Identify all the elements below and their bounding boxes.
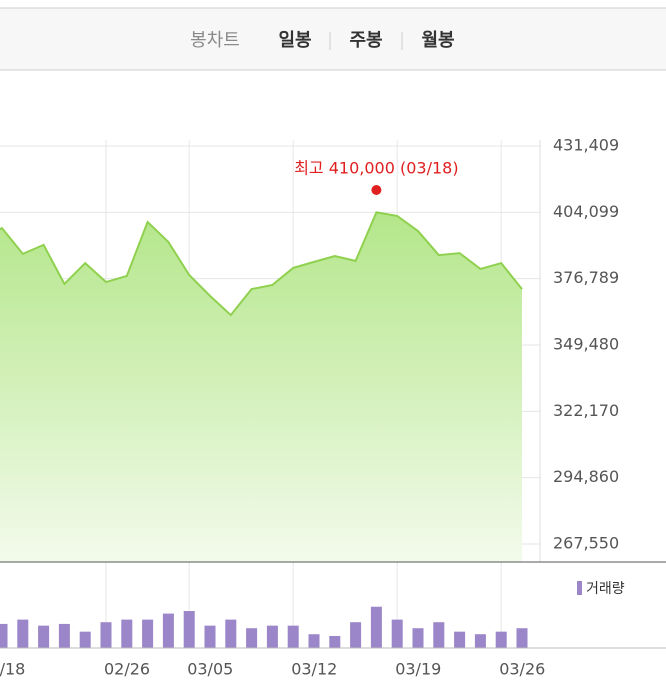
volume-bar	[38, 625, 50, 648]
price-line	[0, 211, 523, 317]
tab[interactable]: 봉차트	[190, 30, 240, 51]
volume-bar	[350, 622, 362, 648]
y-tick-label: 431,409	[553, 136, 619, 155]
y-tick-label: 294,860	[553, 467, 619, 486]
volume-bar	[370, 606, 382, 648]
y-tick-label: 376,789	[553, 268, 619, 287]
volume-bar	[204, 625, 216, 648]
volume-bar	[391, 619, 403, 648]
volume-bar	[162, 613, 174, 648]
y-tick-label: 267,550	[553, 534, 619, 553]
volume-bar	[287, 625, 299, 648]
volume-bar	[329, 635, 341, 648]
volume-bar	[225, 619, 237, 648]
x-tick-label: 02/26	[104, 660, 150, 679]
volume-bar	[454, 631, 466, 648]
volume-bar	[516, 628, 528, 648]
price-area	[0, 212, 522, 562]
x-tick-label: 02/18	[0, 660, 25, 679]
legend-label: 거래량	[586, 581, 625, 597]
high-marker	[371, 185, 382, 196]
tab[interactable]: 월봉	[421, 30, 454, 51]
volume-bar	[0, 623, 8, 648]
volume-bar	[183, 611, 195, 648]
volume-bar	[433, 622, 445, 648]
tab-bar	[0, 7, 666, 71]
volume-bar	[142, 619, 154, 648]
x-tick-label: 03/05	[187, 660, 233, 679]
volume-bar	[412, 628, 424, 648]
volume-bar	[100, 622, 112, 648]
x-tick-label: 03/12	[291, 660, 337, 679]
volume-bar	[308, 634, 320, 648]
x-tick-label: 03/26	[499, 660, 545, 679]
volume-bar	[246, 628, 258, 648]
y-tick-label: 322,170	[553, 401, 619, 420]
tab[interactable]: 주봉	[349, 30, 382, 51]
volume-bar	[266, 625, 278, 648]
y-tick-label: 349,480	[553, 334, 619, 353]
volume-bar	[121, 619, 133, 648]
volume-bar	[58, 623, 70, 648]
volume-bar	[17, 619, 29, 648]
y-tick-label: 404,099	[553, 202, 619, 221]
volume-bar	[474, 634, 486, 648]
x-tick-label: 03/19	[395, 660, 441, 679]
high-label: 최고 410,000 (03/18)	[294, 159, 458, 178]
volume-bar	[79, 631, 91, 648]
tab[interactable]: 일봉	[278, 30, 311, 51]
volume-bar	[495, 631, 507, 648]
legend-swatch	[577, 581, 582, 595]
